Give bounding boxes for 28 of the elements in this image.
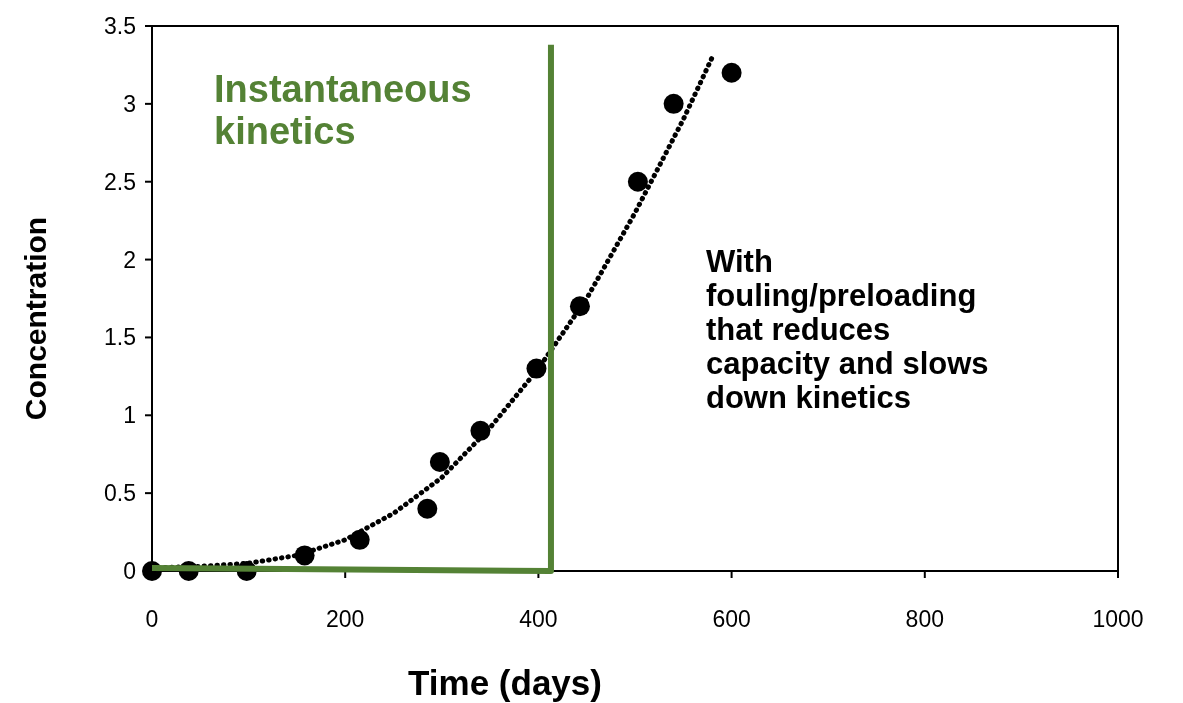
x-tick-label: 800 (905, 606, 944, 632)
y-tick-label: 1 (123, 402, 136, 429)
y-tick-label: 0 (123, 558, 136, 584)
point (349, 529, 370, 550)
point (526, 358, 547, 379)
point (429, 452, 450, 472)
y-tick-label: 1.5 (104, 324, 136, 351)
y-tick-label: 0.5 (104, 480, 136, 507)
y-tick-label: 3.5 (104, 13, 136, 39)
x-tick-label: 0 (145, 606, 159, 632)
x-tick-label: 1000 (1092, 606, 1144, 632)
annotation: With fouling/preloading that reduces capacity and slows down kinetics (706, 244, 989, 416)
point (470, 420, 491, 441)
point (569, 296, 590, 317)
point (627, 171, 648, 192)
annotation: Instantaneous kinetics (214, 68, 472, 152)
y-tick-label: 2.5 (104, 168, 136, 195)
y-tick-label: 2 (123, 246, 136, 273)
x-tick-label: 600 (712, 606, 751, 632)
y-tick-label: 3 (123, 90, 136, 117)
y-axis-title: Concentration (19, 216, 52, 421)
x-tick-label: 400 (519, 606, 558, 632)
x-axis-title: Time (days) (408, 663, 602, 702)
point (294, 545, 315, 566)
point (721, 62, 742, 83)
point (417, 498, 438, 519)
point (663, 93, 684, 114)
x-tick-label: 200 (326, 606, 365, 632)
